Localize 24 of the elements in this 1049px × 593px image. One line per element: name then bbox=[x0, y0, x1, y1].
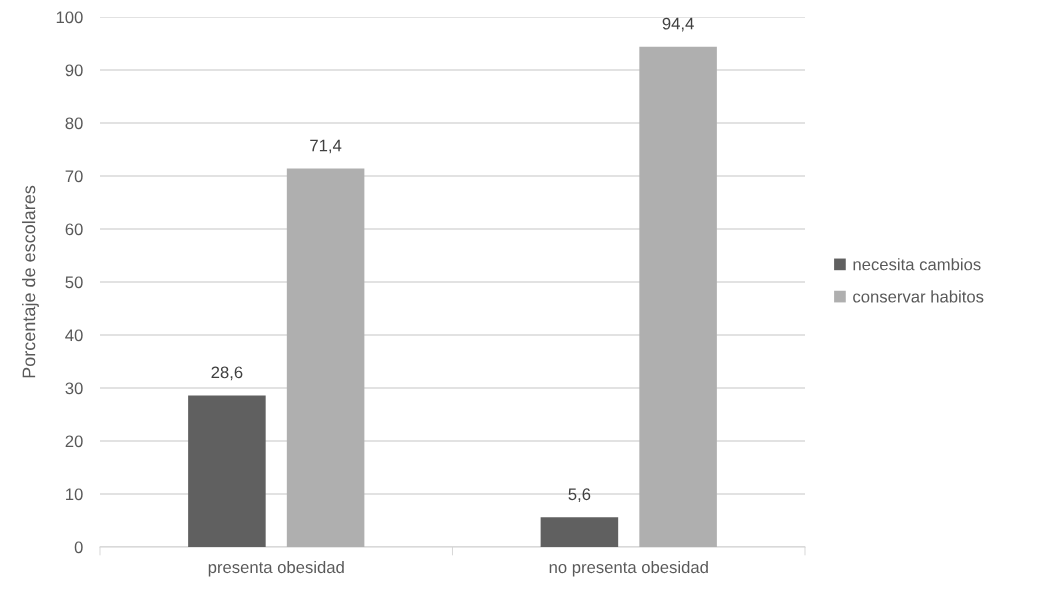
data-label: 28,6 bbox=[211, 366, 243, 381]
y-tick-label: 80 bbox=[65, 117, 83, 130]
data-label: 94,4 bbox=[662, 17, 694, 32]
y-tick-label: 50 bbox=[65, 276, 83, 289]
y-axis-title: Porcentaje de escolares bbox=[22, 185, 39, 378]
legend-label: necesita cambios bbox=[853, 258, 981, 271]
y-tick-label: 60 bbox=[65, 223, 83, 236]
y-tick-label: 40 bbox=[65, 329, 83, 342]
y-tick-label: 10 bbox=[66, 488, 83, 501]
legend-label: conservar habitos bbox=[853, 290, 984, 303]
y-tick-label: 20 bbox=[65, 435, 83, 448]
data-label: 5,6 bbox=[568, 488, 591, 503]
bar bbox=[188, 395, 266, 547]
y-tick-label: 90 bbox=[65, 64, 83, 77]
x-tick-label: no presenta obesidad bbox=[549, 560, 708, 577]
bar bbox=[286, 168, 365, 547]
y-tick-label: 30 bbox=[65, 382, 83, 395]
bar bbox=[540, 517, 619, 547]
bar bbox=[639, 46, 717, 547]
data-label: 71,4 bbox=[310, 139, 342, 154]
y-tick-label: 70 bbox=[65, 170, 83, 183]
x-tick-label: presenta obesidad bbox=[208, 560, 344, 577]
y-tick-label: 100 bbox=[56, 11, 83, 24]
y-tick-label: 0 bbox=[74, 541, 83, 554]
